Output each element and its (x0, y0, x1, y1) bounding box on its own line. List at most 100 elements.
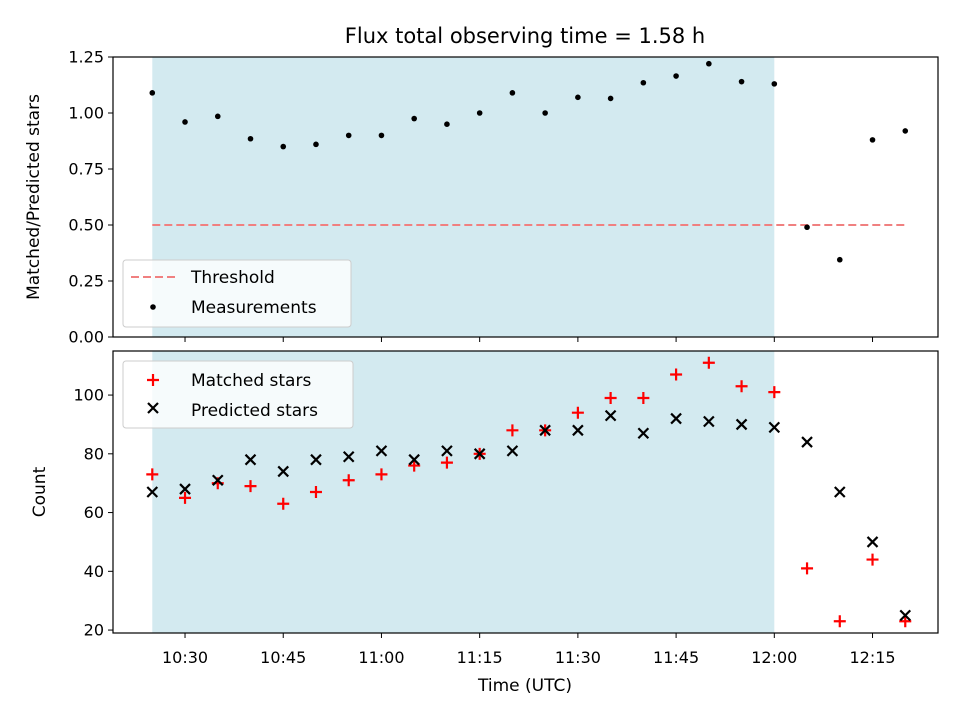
measurements-point (771, 81, 778, 87)
matched-stars-point (375, 468, 388, 481)
ratio-panel: 0.00 0.25 0.50 0.75 1.00 1.25 Flux total obse… (24, 24, 939, 347)
measurements-point (345, 132, 352, 139)
predicted-stars-legend-label: Predicted stars (191, 401, 318, 421)
predicted-stars-point (211, 474, 224, 487)
measurements-point (869, 137, 876, 143)
predicted-stars-point (637, 427, 650, 440)
x-tick-label: 11:30 (555, 648, 601, 667)
measurements-point (902, 128, 909, 134)
measurements-point (836, 256, 843, 263)
predicted-stars-point (703, 415, 715, 428)
predicted-stars-point (572, 424, 584, 437)
measurements-point (214, 113, 221, 120)
measurements-point (411, 115, 417, 122)
measurements-point (378, 132, 385, 139)
y-tick-label: 80 (84, 444, 104, 463)
matched-stars-legend-label: Matched stars (191, 371, 311, 391)
y-tick-label: 1.25 (68, 48, 104, 67)
predicted-stars-point (670, 412, 682, 425)
measurements-point (738, 78, 745, 85)
count-y-ticks: 20 40 60 80 100 (73, 386, 113, 640)
predicted-stars-point (146, 486, 159, 498)
predicted-stars-point (408, 453, 420, 466)
count-x-ticks: 10:30 10:45 11:00 11:15 11:30 11:45 12:00 12:15 (162, 633, 896, 667)
predicted-stars-point (277, 465, 290, 478)
matched-stars-point (309, 486, 322, 498)
measurements-point (804, 224, 810, 231)
matched-stars-point (702, 356, 715, 369)
predicted-stars-point (441, 445, 453, 457)
x-axis-label: Time (UTC) (477, 676, 572, 696)
y-tick-label: 1.00 (68, 104, 104, 123)
ratio-legend: Threshold Measurements (122, 259, 352, 328)
count-legend: Matched stars Predicted stars (122, 360, 354, 429)
measurements-point (607, 95, 614, 102)
measurements-point (247, 135, 254, 142)
matched-stars-point (571, 406, 584, 419)
matched-stars-point (637, 392, 650, 404)
x-tick-label: 11:15 (457, 648, 503, 667)
matched-stars-point (604, 392, 617, 404)
threshold-legend-label: Threshold (190, 268, 275, 288)
predicted-stars-point (506, 445, 519, 457)
count-y-axis-label: Count (30, 466, 50, 517)
measurements-point (313, 141, 319, 148)
y-tick-label: 0.25 (68, 272, 104, 291)
matched-stars-point (244, 480, 257, 493)
matched-stars-point (768, 386, 781, 399)
y-tick-label: 60 (84, 503, 104, 522)
predicted-stars-point (735, 418, 748, 431)
measurements-point (280, 143, 287, 150)
chart-title: Flux total observing time = 1.58 h (345, 24, 705, 48)
ratio-series-layer (149, 60, 909, 263)
y-tick-label: 0.00 (68, 328, 104, 347)
predicted-stars-point (310, 453, 322, 466)
y-tick-label: 100 (73, 386, 104, 405)
measurements-point (149, 90, 156, 96)
count-panel-frame (112, 350, 939, 634)
y-tick-label: 0.75 (68, 160, 104, 179)
matched-stars-point (440, 456, 453, 469)
y-tick-label: 20 (84, 621, 104, 640)
x-tick-label: 10:45 (260, 648, 306, 667)
matched-stars-point (866, 553, 879, 566)
y-tick-label: 40 (84, 562, 104, 581)
matched-stars-point (735, 380, 748, 393)
ratio-legend-box (122, 259, 352, 328)
measurements-legend-label: Measurements (191, 298, 317, 318)
matched-stars-point (146, 468, 159, 481)
matched-stars-point (670, 368, 683, 381)
count-panel: 20 40 60 80 100 10:30 10:45 11:00 11:15 11:30 11:… (30, 350, 939, 696)
matched-stars-point (801, 562, 814, 575)
x-tick-label: 11:00 (358, 648, 404, 667)
measurements-point (182, 119, 188, 125)
matched-stars-point (506, 424, 519, 437)
predicted-stars-point (244, 453, 257, 466)
measurements-point (444, 121, 450, 127)
predicted-stars-point (473, 448, 486, 460)
predicted-stars-point (866, 536, 879, 548)
ratio-panel-frame (112, 56, 939, 338)
predicted-stars-point (375, 445, 388, 457)
predicted-stars-point (604, 409, 617, 422)
matched-stars-point (179, 491, 192, 504)
x-tick-label: 12:15 (849, 648, 895, 667)
predicted-stars-point (342, 450, 355, 463)
y-tick-label: 0.50 (68, 216, 104, 235)
predicted-stars-point (768, 421, 781, 434)
measurements-point (640, 79, 647, 86)
count-series-layer (146, 356, 912, 628)
matched-stars-point (408, 459, 421, 472)
predicted-stars-point (539, 424, 551, 437)
ratio-x-tick-marks (184, 337, 874, 342)
predicted-stars-point (899, 609, 912, 622)
x-tick-label: 12:00 (751, 648, 797, 667)
matched-stars-point (277, 497, 290, 510)
measurements-point (509, 90, 516, 96)
x-tick-label: 10:30 (162, 648, 208, 667)
predicted-stars-point (179, 483, 191, 495)
measurements-point (476, 110, 483, 116)
matched-stars-point (342, 474, 355, 487)
measurements-point (706, 60, 712, 67)
